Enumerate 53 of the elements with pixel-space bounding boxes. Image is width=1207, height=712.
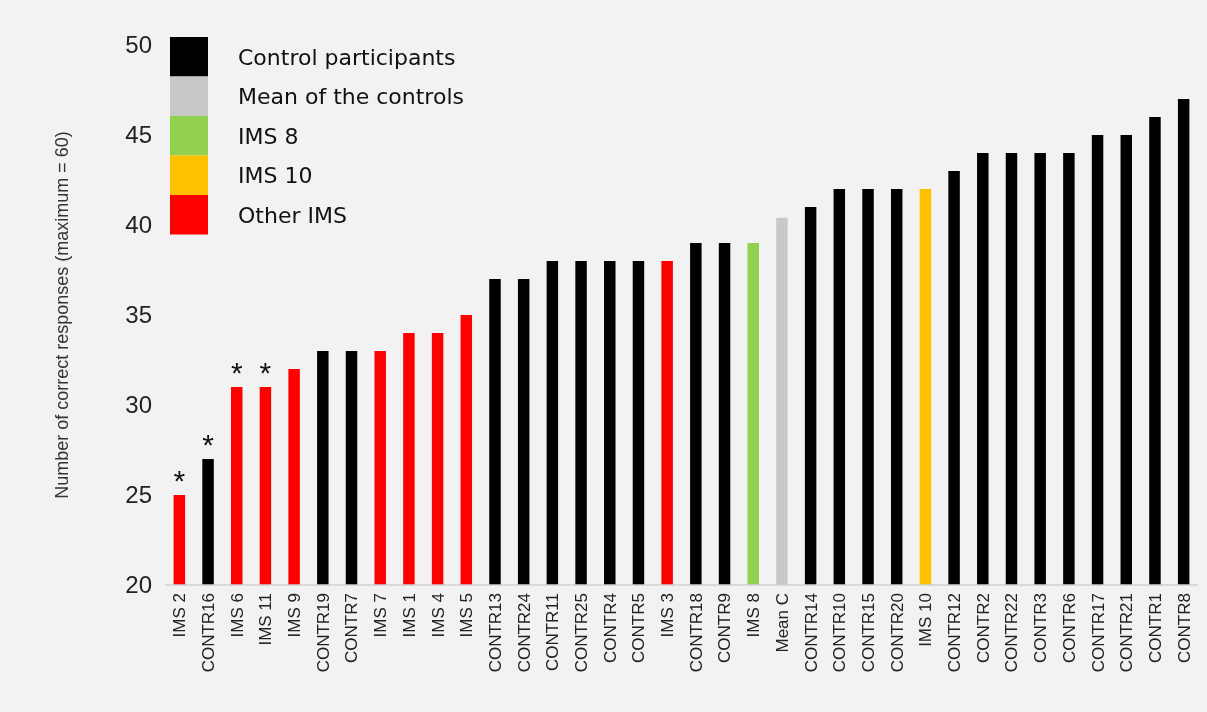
x-tick-label: CONTR11 <box>543 593 563 672</box>
legend-label: Control participants <box>238 44 456 70</box>
x-tick-label: CONTR9 <box>715 593 735 663</box>
y-tick-label: 50 <box>125 31 152 59</box>
x-tick-label: CONTR3 <box>1031 593 1051 663</box>
y-tick-label: 40 <box>125 211 152 239</box>
x-tick-label: IMS 7 <box>371 593 391 638</box>
x-tick-label: CONTR16 <box>198 593 218 673</box>
x-tick-label: CONTR24 <box>514 593 534 673</box>
x-tick-label: CONTR4 <box>600 593 620 663</box>
x-tick-label: IMS 5 <box>457 593 477 638</box>
x-tick-label: CONTR12 <box>945 593 965 673</box>
x-tick-label: CONTR15 <box>858 593 878 673</box>
x-tick-label: CONTR10 <box>830 593 850 673</box>
x-tick-label: IMS 8 <box>744 593 764 638</box>
x-tick-label: CONTR1 <box>1145 593 1165 663</box>
x-tick-label: IMS 11 <box>256 593 276 646</box>
x-tick-label: IMS 4 <box>428 593 448 638</box>
y-tick-label: 45 <box>125 121 152 149</box>
y-tick-label: 30 <box>125 391 152 419</box>
x-tick-label: CONTR6 <box>1059 593 1079 663</box>
legend-label: Other IMS <box>238 202 347 228</box>
x-tick-label: IMS 1 <box>399 593 419 638</box>
y-axis-title: Number of correct responses (maximum = 60) <box>52 131 72 499</box>
x-tick-label: CONTR21 <box>1117 593 1137 673</box>
legend-label: Mean of the controls <box>238 84 464 110</box>
x-tick-label: Mean C <box>772 593 792 653</box>
y-tick-label: 35 <box>125 301 152 329</box>
x-tick-label: CONTR17 <box>1088 593 1108 673</box>
y-tick-label: 25 <box>125 481 152 509</box>
x-tick-label: IMS 9 <box>285 593 305 638</box>
annotation: * <box>230 356 243 389</box>
x-tick-label: IMS 2 <box>170 593 190 638</box>
legend-label: IMS 8 <box>238 123 299 149</box>
x-tick-label: CONTR13 <box>485 593 505 673</box>
x-tick-label: CONTR8 <box>1174 593 1194 663</box>
x-tick-label: IMS 6 <box>227 593 247 638</box>
x-tick-label: CONTR22 <box>1002 593 1022 673</box>
annotation: * <box>173 464 186 497</box>
x-tick-label: CONTR19 <box>313 593 333 673</box>
x-tick-label: IMS 10 <box>916 593 936 647</box>
x-tick-label: CONTR14 <box>801 593 821 673</box>
x-tick-label: CONTR25 <box>572 593 592 673</box>
annotation: * <box>202 428 215 461</box>
y-tick-label: 20 <box>125 571 152 599</box>
annotation: * <box>259 356 272 389</box>
x-tick-label: IMS 3 <box>658 593 678 638</box>
x-tick-label: CONTR18 <box>686 593 706 673</box>
x-tick-label: CONTR20 <box>887 593 907 673</box>
x-tick-label: CONTR2 <box>973 593 993 663</box>
x-tick-label: CONTR7 <box>342 593 362 663</box>
legend-label: IMS 10 <box>238 163 313 189</box>
x-tick-label: CONTR5 <box>629 593 649 663</box>
